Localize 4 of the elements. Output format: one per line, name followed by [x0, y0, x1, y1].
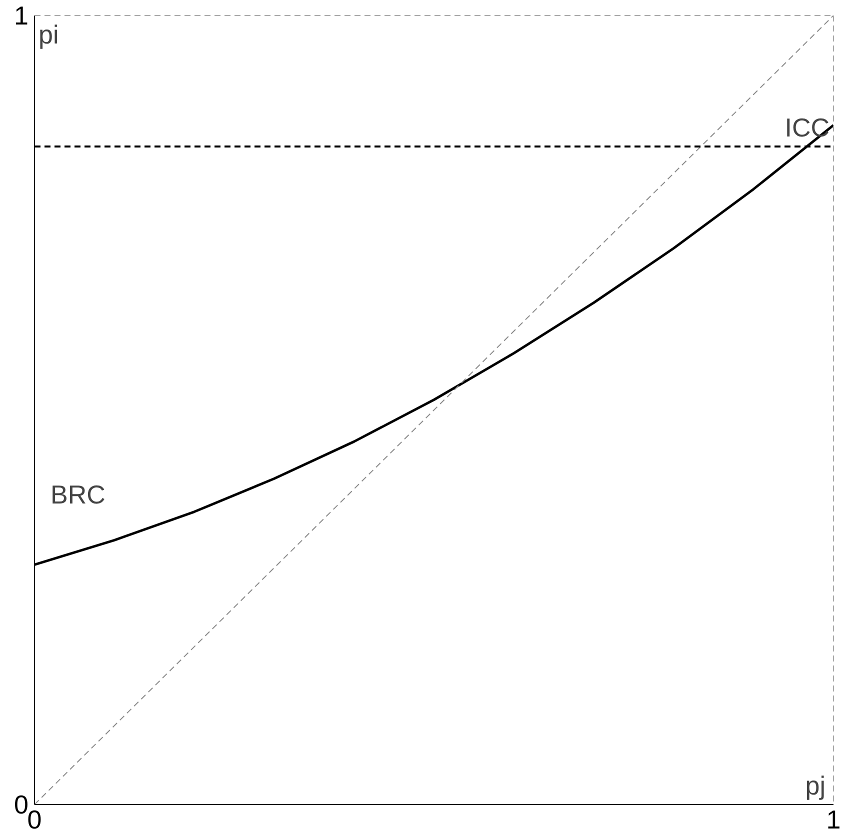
series-label: BRC	[50, 479, 106, 510]
ref-line-label: ICC	[784, 112, 830, 143]
y-axis-title: pi	[38, 19, 59, 50]
x-axis-title: pj	[805, 770, 826, 801]
